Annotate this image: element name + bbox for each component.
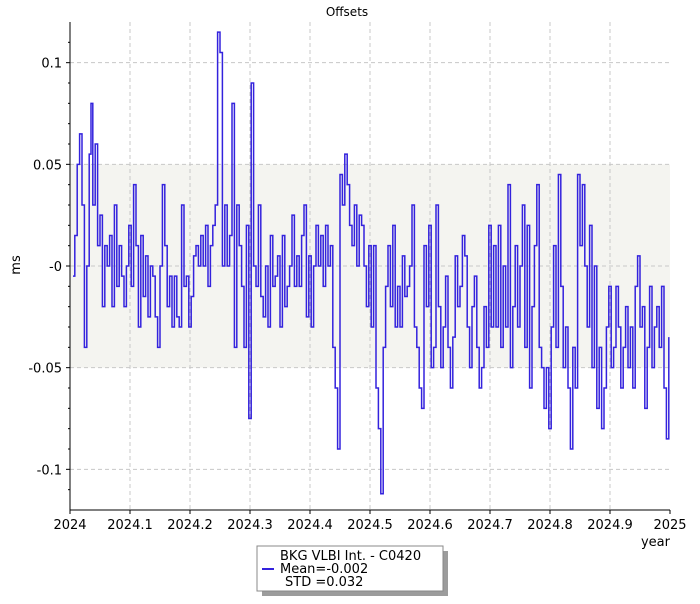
legend-box <box>256 545 444 592</box>
chart-title: Offsets <box>326 5 368 19</box>
y-tick-label: -0.05 <box>28 362 62 377</box>
legend-series-name: BKG VLBI Int. - C0420 <box>280 549 421 564</box>
legend-mean: Mean=-0.002 <box>280 562 368 577</box>
x-tick-label: 2024.5 <box>347 518 393 533</box>
plot-area: 2024 2024.1 2024.2 2024.3 2024.4 2024.5 2024.6… <box>28 22 687 533</box>
legend: BKG VLBI Int. - C0420 Mean=-0.002 STD =0… <box>256 545 448 596</box>
x-tick-label: 2024.3 <box>227 518 273 533</box>
y-tick-label: 0.1 <box>41 57 62 72</box>
x-tick-label: 2024.9 <box>587 518 633 533</box>
y-axis-label: ms <box>9 255 24 275</box>
x-tick-label: 2024.8 <box>527 518 573 533</box>
series-line <box>73 31 670 495</box>
x-tick-label: 2024.4 <box>287 518 333 533</box>
y-tick-label: 0.05 <box>33 158 62 173</box>
legend-std: STD =0.032 <box>285 575 363 590</box>
y-tick-label: -0.1 <box>37 463 62 478</box>
x-tick-label: 2024.2 <box>167 518 213 533</box>
x-tick-label: 2024.6 <box>407 518 453 533</box>
x-axis-label: year <box>641 535 671 550</box>
x-tick-label: 2025 <box>653 518 686 533</box>
x-tick-label: 2024 <box>53 518 86 533</box>
x-tick-label: 2024.1 <box>107 518 153 533</box>
y-tick-label: -0 <box>49 260 62 275</box>
x-tick-label: 2024.7 <box>467 518 513 533</box>
